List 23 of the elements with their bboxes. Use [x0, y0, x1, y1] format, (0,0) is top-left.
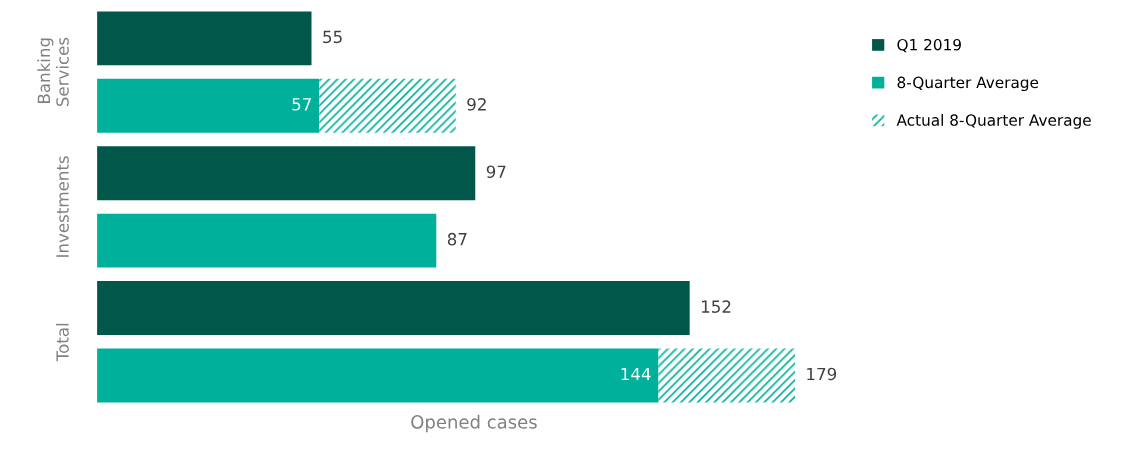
total-label: 55 [323, 30, 342, 44]
bar [319, 78, 456, 133]
total-label: 179 [807, 367, 837, 381]
data-label: 57 [292, 98, 311, 111]
bar [658, 348, 795, 403]
bar [97, 146, 476, 201]
bar [97, 78, 320, 133]
bar [97, 348, 659, 403]
bar [97, 281, 690, 336]
bar [97, 11, 312, 66]
x-axis-title: Opened cases [411, 414, 537, 433]
bar [97, 213, 437, 268]
data-label: 144 [621, 367, 651, 381]
total-label: 87 [447, 232, 467, 246]
total-label: 152 [701, 300, 731, 313]
legend-label: Q1 2019 [897, 38, 961, 53]
y-tick-label: Total [55, 323, 69, 362]
total-label: 92 [467, 98, 486, 111]
legend-label: Actual 8-Quarter Average [896, 114, 1091, 129]
y-tick-label: Investments [56, 156, 69, 257]
legend-label: 8-Quarter Average [897, 76, 1039, 92]
y-tick-label: Banking Services [37, 37, 69, 107]
total-label: 97 [486, 165, 506, 179]
